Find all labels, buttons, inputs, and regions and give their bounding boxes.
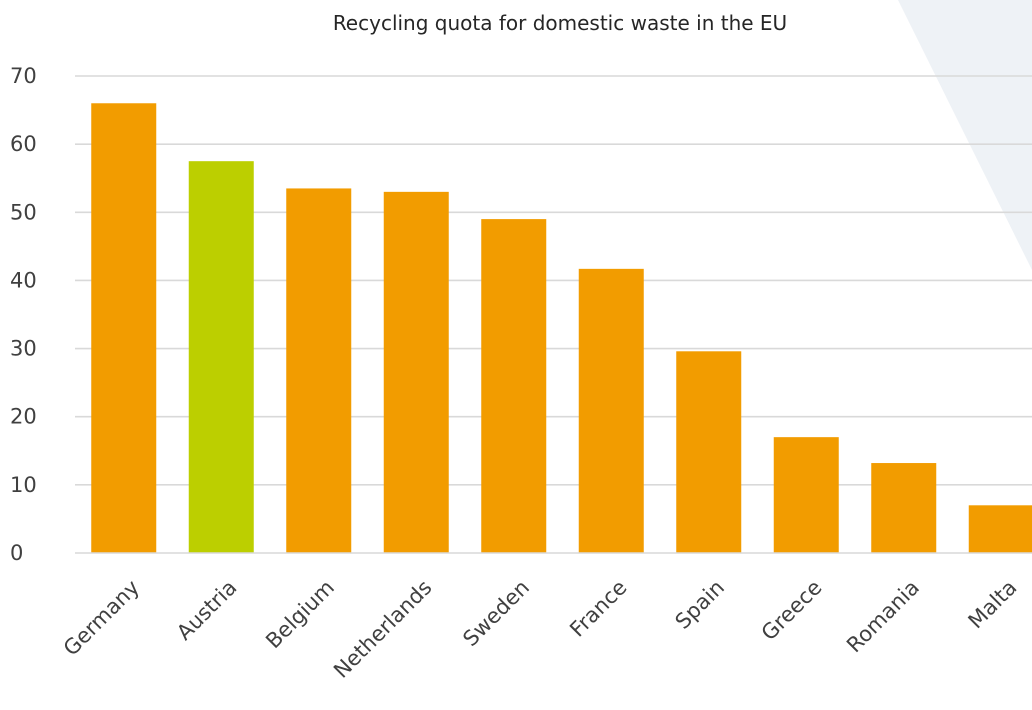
y-tick-label: 50 (10, 200, 37, 224)
bar-austria (188, 161, 254, 553)
y-tick-label: 60 (10, 132, 37, 156)
x-tick-label-greece: Greece (757, 575, 827, 645)
y-axis-ticks: 0 10 20 30 40 50 60 70 (10, 64, 37, 565)
x-tick-label-romania: Romania (842, 575, 924, 657)
x-tick-label-netherlands: Netherlands (329, 575, 436, 682)
bar-malta (968, 505, 1032, 553)
bar-belgium (286, 188, 352, 553)
bars (91, 103, 1032, 554)
bar-sweden (481, 219, 547, 553)
x-tick-label-sweden: Sweden (458, 575, 534, 651)
x-tick-label-belgium: Belgium (261, 575, 339, 653)
bar-france (578, 268, 644, 553)
y-tick-label: 30 (10, 337, 37, 361)
x-tick-label-austria: Austria (172, 575, 241, 644)
y-tick-label: 70 (10, 64, 37, 88)
y-tick-label: 20 (10, 405, 37, 429)
background-accent-shape (898, 0, 1032, 270)
y-tick-label: 10 (10, 473, 37, 497)
y-tick-label: 40 (10, 268, 37, 292)
bar-netherlands (383, 191, 449, 554)
x-tick-label-malta: Malta (964, 575, 1022, 633)
chart-title: Recycling quota for domestic waste in th… (333, 11, 787, 35)
x-tick-label-spain: Spain (671, 575, 729, 633)
y-tick-label: 0 (10, 541, 23, 565)
x-tick-label-germany: Germany (59, 575, 144, 660)
x-tick-label-france: France (565, 575, 631, 641)
bar-germany (91, 103, 157, 553)
bar-romania (871, 463, 937, 553)
bar-spain (676, 351, 742, 553)
bar-greece (773, 437, 839, 553)
